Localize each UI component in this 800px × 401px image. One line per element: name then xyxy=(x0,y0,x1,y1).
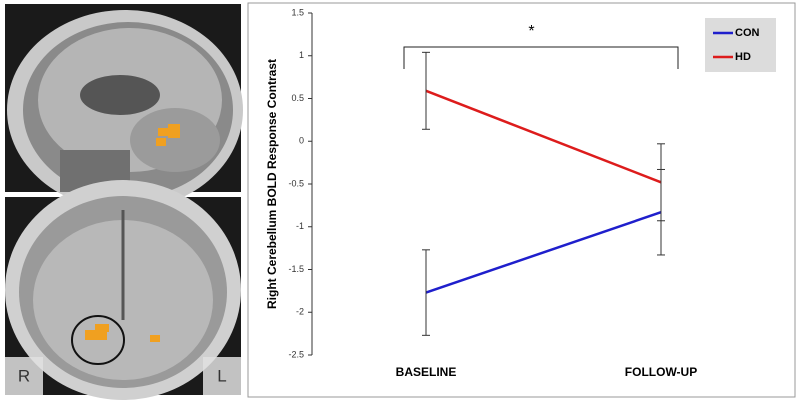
legend-box xyxy=(705,18,776,72)
y-tick-label: 0.5 xyxy=(291,93,304,103)
y-tick-label: 1.5 xyxy=(291,7,304,17)
significance-bracket xyxy=(403,46,679,69)
y-tick-label: -2.5 xyxy=(288,349,304,359)
sagittal-image xyxy=(5,4,243,210)
error-bar xyxy=(657,143,665,222)
coronal-image: R L xyxy=(5,180,241,400)
chart: 1.5 1 0.5 0 -0.5 -1 -1.5 -2 -2.5 Right Cerebellum… xyxy=(265,7,776,379)
error-bar xyxy=(422,51,430,130)
x-tick-label: FOLLOW-UP xyxy=(625,365,697,379)
series-line xyxy=(425,89,662,184)
y-tick-label: -1.5 xyxy=(288,264,304,274)
y-tick-label: -0.5 xyxy=(288,178,304,188)
y-tick-label: -2 xyxy=(296,307,304,317)
y-tick-label: -1 xyxy=(296,221,304,231)
y-axis-label: Right Cerebellum BOLD Response Contrast xyxy=(265,59,279,309)
y-tick-label: 1 xyxy=(299,50,304,60)
y-tick-label: 0 xyxy=(299,136,304,146)
chart-frame xyxy=(247,2,796,398)
orientation-label: L xyxy=(217,366,226,385)
legend-label: HD xyxy=(735,51,751,63)
orientation-label: R xyxy=(18,366,30,385)
x-tick-label: BASELINE xyxy=(396,365,457,379)
significance-label: * xyxy=(528,23,534,40)
legend-label: CON xyxy=(735,27,760,39)
series-line xyxy=(425,211,662,294)
error-bar xyxy=(422,249,430,336)
